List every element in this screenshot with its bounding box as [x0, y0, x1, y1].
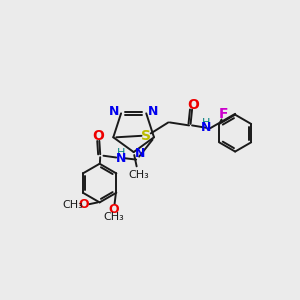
Text: N: N: [135, 147, 146, 160]
Text: CH₃: CH₃: [103, 212, 124, 222]
Text: F: F: [219, 107, 228, 122]
Text: N: N: [109, 105, 120, 119]
Text: O: O: [92, 128, 104, 142]
Text: O: O: [187, 98, 199, 112]
Text: CH₃: CH₃: [63, 200, 83, 210]
Text: N: N: [201, 121, 211, 134]
Text: CH₃: CH₃: [129, 170, 149, 180]
Text: O: O: [109, 202, 119, 216]
Text: H: H: [116, 148, 125, 158]
Text: N: N: [116, 152, 126, 165]
Text: H: H: [202, 118, 211, 128]
Text: N: N: [148, 105, 158, 119]
Text: S: S: [141, 129, 151, 143]
Text: O: O: [78, 198, 88, 211]
